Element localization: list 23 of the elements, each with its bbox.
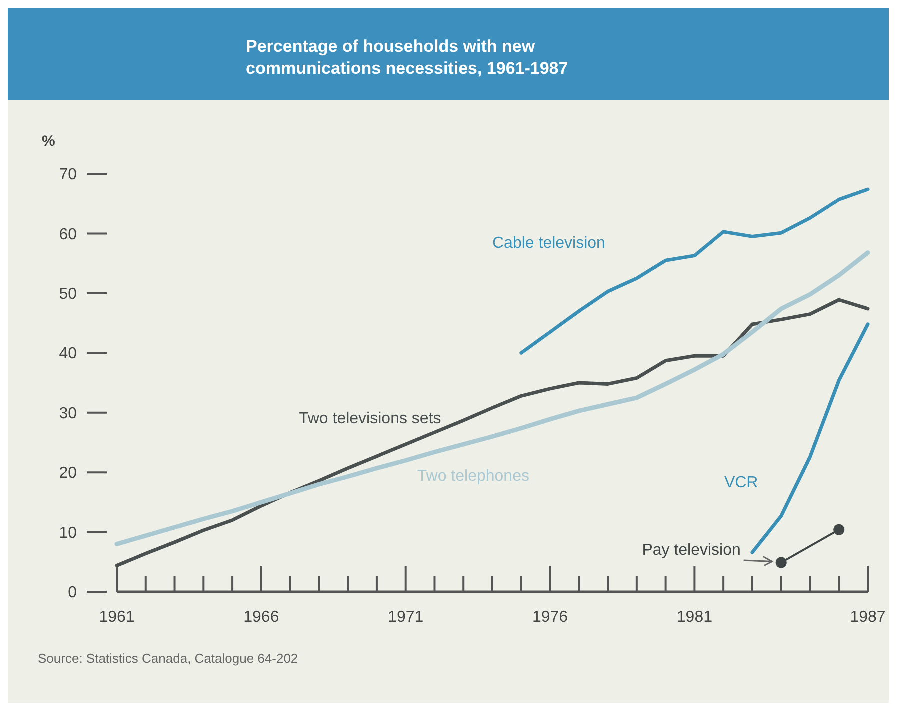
line-series	[115, 298, 870, 568]
y-tick-label: 0	[68, 584, 78, 602]
y-tick-label: 70	[59, 166, 78, 184]
y-tick-label: 60	[59, 226, 78, 244]
text: Pay television	[642, 542, 741, 559]
x-tick-label: 1976	[532, 609, 568, 626]
y-tick-label: 10	[59, 524, 78, 542]
y-tick-label: 50	[59, 286, 78, 304]
x-tick-label: 1961	[99, 609, 135, 626]
x-tick-label: 1981	[676, 609, 713, 626]
source-note: Source: Statistics Canada, Catalogue 64-202	[38, 651, 298, 666]
text: Cable television	[492, 235, 606, 252]
y-tick-label: 20	[59, 465, 78, 482]
chart-title: Percentage of households with new communications necessities, 1961-1987	[246, 37, 568, 78]
series-label: Two televisions sets	[298, 410, 442, 428]
y-axis-title: %	[42, 133, 56, 150]
x-tick-label: 1987	[850, 609, 886, 626]
series-label: Two telephones	[417, 468, 530, 485]
y-tick-label: 40	[59, 346, 78, 363]
x-tick-label: 1971	[388, 609, 424, 626]
series-label: VCR	[724, 474, 758, 492]
x-tick-label: 1966	[244, 609, 280, 626]
y-tick-label: 30	[59, 405, 78, 422]
